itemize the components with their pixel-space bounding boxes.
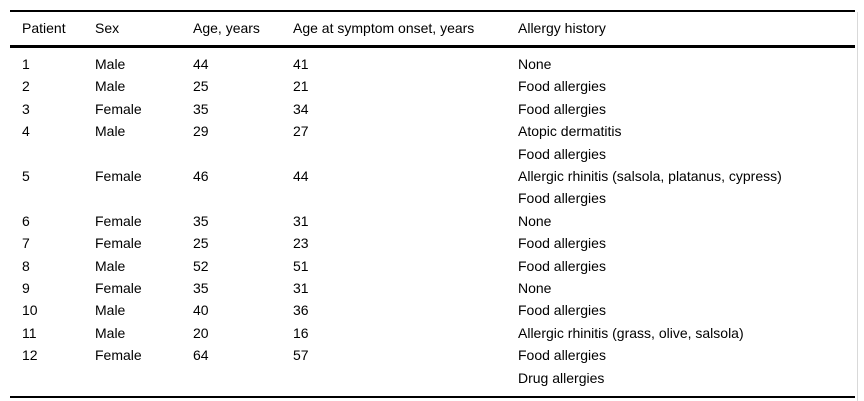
age-cell: 25: [193, 78, 209, 95]
table-row: 9 Female 35 31 None: [10, 277, 855, 299]
col-header-age-at-onset: Age at symptom onset, years: [281, 11, 506, 48]
age-at-onset-cell: 44: [293, 168, 309, 185]
age-cell: 35: [193, 100, 209, 117]
sex-cell: Female: [95, 347, 142, 364]
sex-cell: Female: [95, 100, 142, 117]
table-row: 2 Male 25 21 Food allergies: [10, 75, 855, 97]
allergy-history-cell: Atopic dermatitis Food allergies: [518, 123, 622, 162]
patient-cell: 9: [22, 280, 30, 297]
allergy-history-cell: Food allergies: [518, 302, 606, 319]
table-row: 7 Female 25 23 Food allergies: [10, 232, 855, 254]
allergy-history-cell: None: [518, 56, 552, 72]
table-row: 4 Male 29 27 Atopic dermatitis Food allergie…: [10, 120, 855, 165]
allergy-history-cell: Food allergies: [518, 78, 606, 95]
patient-cell: 1: [22, 56, 30, 72]
allergy-history-cell: None: [518, 212, 552, 229]
age-at-onset-cell: 23: [293, 235, 309, 252]
col-header-patient: Patient: [10, 11, 83, 48]
table-row: 1 Male 44 41 None: [10, 47, 855, 76]
age-cell: 46: [193, 168, 209, 185]
patient-cell: 6: [22, 212, 30, 229]
age-at-onset-cell: 57: [293, 347, 309, 364]
allergy-history-cell: Food allergies: [518, 100, 606, 117]
table-row: 6 Female 35 31 None: [10, 210, 855, 232]
age-at-onset-cell: 16: [293, 324, 309, 341]
age-at-onset-cell: 31: [293, 212, 309, 229]
age-cell: 20: [193, 324, 209, 341]
age-at-onset-cell: 36: [293, 302, 309, 319]
col-header-allergy-history: Allergy history: [506, 11, 855, 48]
allergy-history-cell: Food allergies: [518, 235, 606, 252]
patient-cell: 4: [22, 123, 30, 140]
col-header-age: Age, years: [181, 11, 281, 48]
allergy-history-cell: None: [518, 280, 552, 297]
table-row: 8 Male 52 51 Food allergies: [10, 255, 855, 277]
allergy-history-cell: Food allergies: [518, 257, 606, 274]
patient-cell: 5: [22, 168, 30, 185]
sex-cell: Male: [95, 324, 126, 341]
table-row: 3 Female 35 34 Food allergies: [10, 98, 855, 120]
allergy-history-cell: Allergic rhinitis (salsola, platanus, cy…: [518, 168, 782, 207]
allergy-history-cell: Food allergies Drug allergies: [518, 347, 606, 386]
sex-cell: Male: [95, 78, 126, 95]
age-cell: 40: [193, 302, 209, 319]
sex-cell: Female: [95, 235, 142, 252]
sex-cell: Female: [95, 280, 142, 297]
sex-cell: Male: [95, 123, 126, 140]
age-at-onset-cell: 34: [293, 100, 309, 117]
scan-edge-line: [857, 12, 858, 401]
patient-cell: 3: [22, 100, 30, 117]
sex-cell: Female: [95, 168, 142, 185]
age-cell: 64: [193, 347, 209, 364]
age-cell: 52: [193, 257, 209, 274]
header-row: Patient Sex Age, years Age at symptom on…: [10, 11, 855, 48]
patient-table-container: Patient Sex Age, years Age at symptom on…: [10, 10, 855, 399]
table-row: 12 Female 64 57 Food allergies Drug allergie…: [10, 344, 855, 397]
age-at-onset-cell: 27: [293, 123, 309, 140]
patient-cell: 2: [22, 78, 30, 95]
table-row: 11 Male 20 16 Allergic rhinitis (grass, oliv…: [10, 322, 855, 344]
table-row: 10 Male 40 36 Food allergies: [10, 299, 855, 321]
age-cell: 44: [193, 56, 209, 72]
sex-cell: Male: [95, 56, 126, 72]
sex-cell: Male: [95, 257, 126, 274]
age-at-onset-cell: 51: [293, 257, 309, 274]
patient-cell: 12: [22, 347, 38, 364]
patient-cell: 11: [22, 324, 37, 341]
age-at-onset-cell: 21: [293, 78, 309, 95]
patient-allergy-table: Patient Sex Age, years Age at symptom on…: [10, 10, 855, 399]
age-cell: 29: [193, 123, 209, 140]
age-at-onset-cell: 31: [293, 280, 309, 297]
sex-cell: Female: [95, 212, 142, 229]
age-cell: 25: [193, 235, 209, 252]
sex-cell: Male: [95, 302, 126, 319]
age-cell: 35: [193, 280, 209, 297]
patient-cell: 10: [22, 302, 38, 319]
allergy-history-cell: Allergic rhinitis (grass, olive, salsola…: [518, 324, 744, 341]
col-header-sex: Sex: [83, 11, 181, 48]
table-row: 5 Female 46 44 Allergic rhinitis (salsola, p…: [10, 165, 855, 210]
age-cell: 35: [193, 212, 209, 229]
age-at-onset-cell: 41: [293, 56, 309, 72]
patient-cell: 8: [22, 257, 30, 274]
patient-cell: 7: [22, 235, 30, 252]
